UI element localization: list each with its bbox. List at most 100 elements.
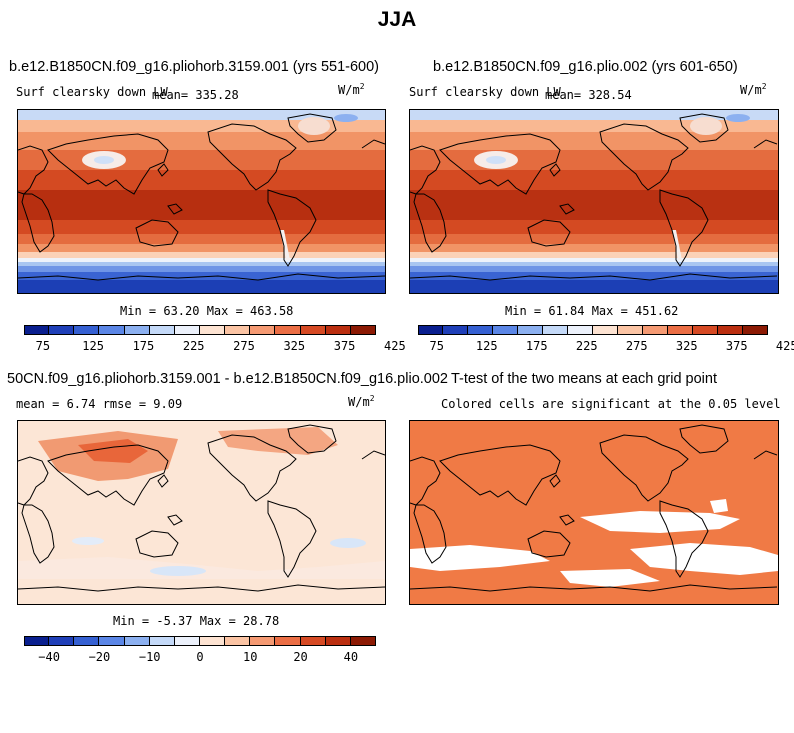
coastline <box>157 163 169 177</box>
colorbar-tick-label: 275 <box>625 339 648 353</box>
panel2-map-plot <box>410 110 778 293</box>
colorbar-swatch <box>174 325 200 335</box>
colorbar-tick-label: 40 <box>343 650 359 664</box>
colorbar-swatch <box>325 636 351 646</box>
field-asia-hot <box>78 439 148 463</box>
field-band <box>410 110 778 120</box>
coastline <box>361 450 385 460</box>
colorbar-swatch <box>618 325 643 335</box>
panel3-map-plot <box>18 421 385 604</box>
coastline <box>21 504 55 564</box>
coastline <box>361 139 385 149</box>
coastline <box>207 434 297 502</box>
field-arctic-cold <box>334 114 358 122</box>
colorbar-swatch <box>418 325 443 335</box>
colorbar-swatch <box>225 325 251 335</box>
panel2-variable-label: Surf clearsky down LW <box>409 85 561 99</box>
panel4-title: T-test of the two means at each grid poi… <box>451 371 717 387</box>
field-arctic-cold <box>726 114 750 122</box>
coastline <box>135 530 179 558</box>
coastline <box>599 123 689 191</box>
insignificant-cells <box>710 499 728 513</box>
panel1-units: W/m2 <box>338 82 365 97</box>
coastline <box>410 456 441 506</box>
colorbar-swatch <box>643 325 668 335</box>
colorbar-swatch <box>149 636 175 646</box>
colorbar-frame <box>418 325 768 335</box>
colorbar-tick-label: 275 <box>233 339 255 353</box>
coastline <box>753 139 778 149</box>
coastline <box>599 434 689 502</box>
field-band <box>410 280 778 293</box>
panel2-minmax: Min = 61.84 Max = 451.62 <box>505 304 679 318</box>
coastline <box>527 219 571 247</box>
colorbar-swatch <box>718 325 743 335</box>
panel2-title: b.e12.B1850CN.f09_g16.plio.002 (yrs 601-… <box>433 59 738 75</box>
colorbar-swatch <box>124 325 150 335</box>
coastline <box>267 500 317 578</box>
colorbar-tick-label: −20 <box>88 650 111 664</box>
colorbar-swatch <box>149 325 175 335</box>
colorbar-swatch <box>250 325 276 335</box>
field-highland-cold <box>94 156 114 164</box>
colorbar-tick-label: 325 <box>675 339 698 353</box>
insignificant-cells <box>410 545 550 571</box>
colorbar-swatch <box>443 325 468 335</box>
colorbar-swatch <box>668 325 693 335</box>
colorbar-swatch <box>593 325 618 335</box>
colorbar-tick-label: 425 <box>775 339 794 353</box>
field-band <box>18 150 385 170</box>
coastline <box>18 145 49 195</box>
colorbar-frame <box>24 636 376 646</box>
field-negative-patch <box>72 537 104 545</box>
coastline <box>410 145 441 195</box>
field-greenland <box>690 117 722 135</box>
colorbar-swatch <box>543 325 568 335</box>
coastline <box>157 474 169 488</box>
field-southern-mild <box>18 557 385 579</box>
colorbar-swatch <box>275 636 301 646</box>
coastline <box>287 424 337 454</box>
colorbar-tick-label: 10 <box>243 650 258 664</box>
coastline <box>207 123 297 191</box>
field-band <box>410 150 778 170</box>
coastline <box>659 500 709 578</box>
colorbar-swatch <box>200 636 226 646</box>
panel1-map <box>17 109 386 294</box>
coastline <box>549 163 561 177</box>
colorbar-swatch <box>300 636 326 646</box>
field-band <box>410 190 778 220</box>
insignificant-cells <box>560 569 660 587</box>
coastline <box>439 444 561 506</box>
panel3-units: W/m2 <box>348 394 375 409</box>
coastline <box>559 203 575 215</box>
colorbar-swatch <box>24 636 50 646</box>
colorbar-swatch <box>568 325 593 335</box>
coastlines <box>18 113 385 281</box>
panel4-note: Colored cells are significant at the 0.0… <box>441 397 781 411</box>
panel4-map <box>409 420 779 605</box>
coastline <box>167 514 183 526</box>
colorbar-swatch <box>124 636 150 646</box>
figure-title: JJA <box>377 8 417 31</box>
field-band <box>18 280 385 293</box>
insignificant-cells <box>630 543 778 575</box>
coastline <box>679 113 729 143</box>
coastline <box>47 133 169 195</box>
field-band <box>410 220 778 234</box>
field-band <box>18 190 385 220</box>
field-band <box>18 252 385 258</box>
panel1-title: b.e12.B1850CN.f09_g16.pliohorb.3159.001 … <box>9 59 380 75</box>
colorbar-tick-label: 225 <box>182 339 205 353</box>
colorbar-swatch <box>74 325 100 335</box>
field-band <box>18 170 385 190</box>
coastline <box>753 450 778 460</box>
coastline <box>410 584 778 592</box>
coastline <box>21 193 55 253</box>
field-band <box>18 258 385 262</box>
coastline <box>18 584 385 592</box>
panel3-title: 50CN.f09_g16.pliohorb.3159.001 - b.e12.B… <box>7 371 448 387</box>
colorbar-tick-label: 0 <box>196 650 204 664</box>
coastline <box>267 189 317 267</box>
coastline <box>549 474 561 488</box>
